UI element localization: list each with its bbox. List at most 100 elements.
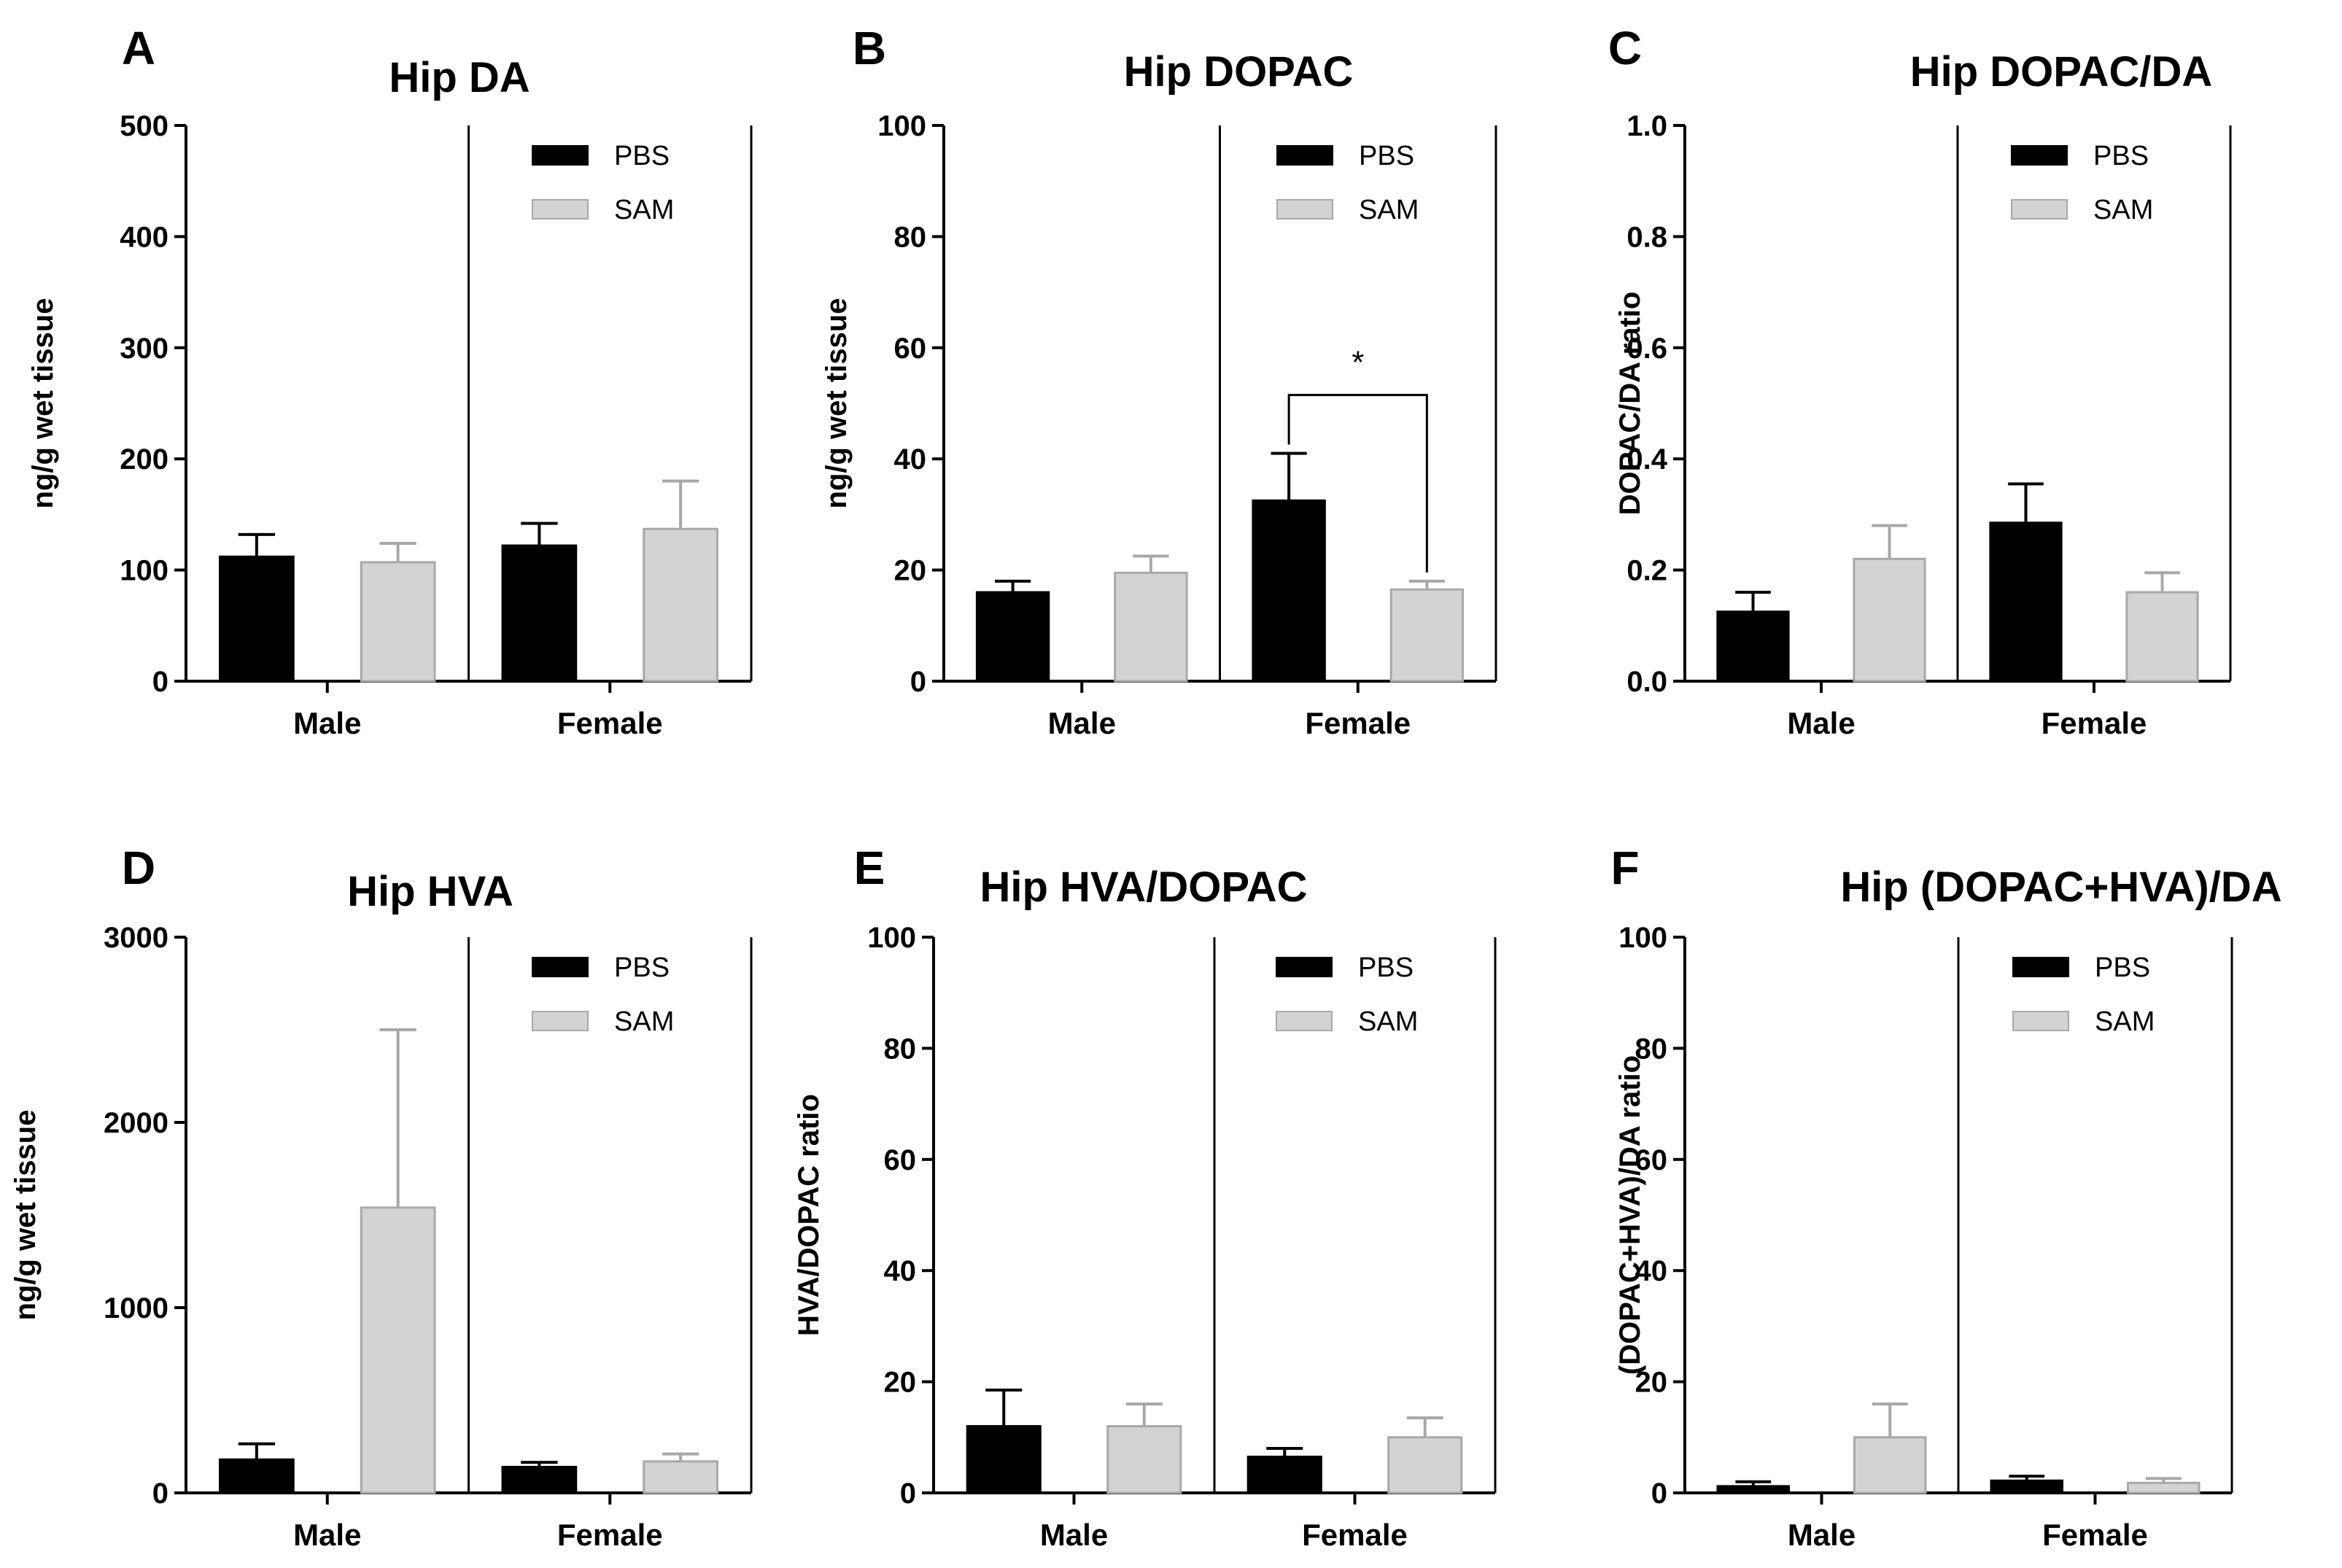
bar-sam-male [1114, 571, 1188, 683]
chart-title: Hip HVA [347, 868, 513, 915]
y-tick-label: 0 [900, 1478, 916, 1510]
legend-label-sam: SAM [1359, 195, 1419, 225]
y-tick-label: 60 [884, 1144, 917, 1176]
bar-sam-male [1106, 1425, 1182, 1494]
legend-swatch-pbs [2012, 957, 2069, 977]
y-tick-label: 0 [1651, 1478, 1667, 1510]
bar-pbs-male [219, 555, 295, 683]
y-tick-label: 60 [1635, 1144, 1668, 1176]
bar-sam-female [1389, 588, 1465, 683]
bar-sam-male [360, 1206, 436, 1494]
y-tick-label: 100 [120, 555, 168, 587]
legend-swatch-sam [532, 199, 589, 220]
x-tick-label: Male [1787, 706, 1855, 740]
legend-label-pbs: PBS [614, 952, 670, 983]
bar-sam-male [360, 561, 436, 683]
chart-panel-a: A Hip DA 0 100 200 300 400 500 ng/g wet tissue Ma… [27, 22, 753, 740]
bar-pbs-male [966, 1425, 1042, 1494]
x-tick-label: Female [557, 706, 663, 740]
legend-swatch-pbs [2011, 145, 2068, 166]
y-axis-label: ng/g wet tissue [821, 298, 853, 509]
x-tick-label: Female [1305, 706, 1411, 740]
chart-title: Hip DOPAC/DA [1910, 48, 2213, 96]
bar-sam-female [643, 527, 718, 683]
legend-swatch-pbs [532, 957, 589, 977]
chart-panel-c: C Hip DOPAC/DA 0.0 0.2 0.4 0.6 0.8 1.0 DOPAC/DA … [1608, 22, 2232, 740]
legend-label-pbs: PBS [614, 141, 670, 171]
x-tick-label: Male [1788, 1518, 1856, 1552]
y-tick-label: 100 [867, 922, 916, 954]
bar-pbs-female [501, 544, 578, 683]
legend-label-pbs: PBS [2095, 952, 2150, 983]
legend-label-sam: SAM [614, 1006, 674, 1037]
bar-pbs-male [1716, 610, 1790, 683]
bar-pbs-female [1989, 521, 2063, 683]
chart-panel-d: D Hip HVA 0 1000 2000 3000 ng/g wet tissue Male… [9, 842, 753, 1552]
x-tick-label: Female [1302, 1518, 1408, 1552]
bar-sam-male [1853, 557, 1926, 683]
y-tick-label: 2000 [104, 1107, 168, 1139]
y-tick-label: 40 [894, 443, 927, 476]
bar-pbs-female [1252, 499, 1326, 683]
legend-swatch-pbs [532, 145, 589, 166]
x-tick-label: Male [293, 1518, 361, 1552]
chart-panel-f: F Hip (DOPAC+HVA)/DA 0 20 40 60 80 100 (DOPAC+HV… [1610, 842, 2281, 1552]
y-tick-label: 20 [884, 1367, 917, 1399]
bar-sam-female [2127, 1481, 2201, 1494]
y-tick-label: 80 [894, 221, 927, 253]
legend-label-sam: SAM [2095, 1006, 2155, 1037]
y-tick-label: 0 [152, 1478, 168, 1510]
y-tick-label: 40 [884, 1255, 917, 1287]
y-tick-label: 0 [910, 666, 926, 698]
y-tick-label: 300 [120, 333, 168, 365]
x-tick-label: Female [2042, 706, 2147, 740]
legend-swatch-pbs [1276, 145, 1333, 166]
y-tick-label: 0.0 [1626, 666, 1667, 698]
legend-label-pbs: PBS [1358, 952, 1414, 983]
y-tick-label: 0.8 [1626, 221, 1667, 253]
y-tick-label: 80 [884, 1033, 917, 1065]
y-tick-label: 0.6 [1626, 333, 1667, 365]
y-tick-label: 80 [1635, 1033, 1668, 1065]
bar-pbs-male [219, 1458, 295, 1494]
chart-title: Hip (DOPAC+HVA)/DA [1840, 863, 2281, 911]
bar-sam-female [643, 1460, 718, 1494]
bar-sam-female [2125, 591, 2199, 683]
chart-title: Hip DA [389, 54, 530, 101]
y-axis-label: HVA/DOPAC ratio [793, 1094, 825, 1336]
legend-label-sam: SAM [614, 195, 674, 225]
legend-swatch-sam [532, 1011, 589, 1031]
panel-letter: D [122, 842, 155, 894]
y-axis-label: ng/g wet tissue [9, 1110, 42, 1321]
y-axis-label: DOPAC/DA ratio [1614, 292, 1646, 516]
bar-pbs-female [501, 1465, 578, 1494]
legend-label-sam: SAM [2093, 195, 2153, 225]
bar-sam-female [1387, 1436, 1463, 1494]
y-tick-label: 20 [894, 555, 927, 587]
panel-letter: C [1608, 22, 1642, 74]
bar-pbs-male [1716, 1485, 1790, 1494]
y-axis-label: (DOPAC+HVA)/DA ratio [1614, 1055, 1646, 1375]
x-tick-label: Male [1040, 1518, 1108, 1552]
legend-label-pbs: PBS [1359, 141, 1414, 171]
y-tick-label: 100 [877, 110, 926, 142]
y-tick-label: 3000 [104, 922, 168, 954]
panel-letter: F [1610, 842, 1639, 894]
y-tick-label: 400 [120, 221, 168, 253]
y-tick-label: 0 [152, 666, 168, 698]
y-tick-label: 60 [894, 333, 927, 365]
legend-swatch-sam [2012, 1011, 2069, 1031]
x-tick-label: Female [2042, 1518, 2148, 1552]
y-axis-label: ng/g wet tissue [27, 298, 59, 509]
chart-panel-b: B Hip DOPAC 0 20 40 60 80 100 ng/g wet tissue Mal… [821, 22, 1497, 740]
y-tick-label: 20 [1635, 1367, 1668, 1399]
y-tick-label: 100 [1618, 922, 1667, 954]
significance-label: * [1352, 345, 1364, 381]
y-tick-label: 1000 [104, 1292, 168, 1324]
legend-swatch-sam [2011, 199, 2068, 220]
x-tick-label: Female [557, 1518, 663, 1552]
bar-pbs-male [975, 591, 1050, 683]
legend-label-sam: SAM [1358, 1006, 1418, 1037]
bar-sam-male [1853, 1436, 1927, 1494]
legend-swatch-pbs [1276, 957, 1333, 977]
